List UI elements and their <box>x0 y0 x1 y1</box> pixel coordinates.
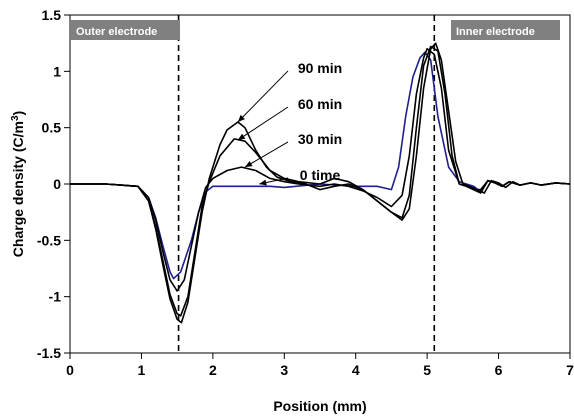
electrode-position-lines <box>177 15 436 353</box>
y-tick-label: 1 <box>53 63 61 79</box>
annotation-arrow-line <box>237 106 289 141</box>
x-tick-label: 2 <box>209 362 217 378</box>
y-tick-label: -1.5 <box>37 345 61 361</box>
y-axis-title-superscript: 3 <box>10 115 21 121</box>
x-tick-label: 7 <box>566 362 574 378</box>
y-tick-label: 0 <box>53 176 61 192</box>
y-axis-title-suffix: ) <box>10 111 26 116</box>
annotation-label: 30 min <box>298 131 342 147</box>
x-tick-label: 5 <box>423 362 431 378</box>
outer-electrode-box: Outer electrode <box>70 20 180 40</box>
annotation-label: 90 min <box>298 60 342 76</box>
annotation-arrowhead <box>259 179 267 186</box>
series-lines <box>70 42 571 324</box>
annotation-arrow-line <box>244 141 289 168</box>
x-tick-label: 3 <box>280 362 288 378</box>
inner-electrode-label: Inner electrode <box>456 26 535 38</box>
axis-tick-labels: 0 1 2 3 4 5 6 7 1.5 1 0.5 0 -0.5 -1 -1.5 <box>37 7 574 378</box>
annotation-arrowhead <box>245 160 253 168</box>
annotation-label: 60 min <box>298 96 342 112</box>
annotation-arrowhead <box>237 114 245 123</box>
y-tick-label: -0.5 <box>37 232 61 248</box>
annotations: 90 min 60 min 30 min 0 time <box>237 60 342 186</box>
y-tick-label: 1.5 <box>42 7 62 23</box>
y-tick-label: 0.5 <box>42 120 62 136</box>
y-tick-label: -1 <box>49 289 62 305</box>
annotation-arrow-line <box>237 70 289 123</box>
x-tick-label: 6 <box>495 362 503 378</box>
y-axis-title-main: Charge density (C/m <box>10 121 26 257</box>
x-tick-label: 0 <box>66 362 74 378</box>
outer-electrode-label: Outer electrode <box>76 26 157 38</box>
series-line-90-min <box>70 42 571 324</box>
inner-electrode-box: Inner electrode <box>451 20 560 40</box>
y-axis-title: Charge density (C/m3) <box>10 111 26 257</box>
annotation-arrowhead <box>237 133 246 141</box>
x-tick-label: 4 <box>352 362 360 378</box>
x-axis-title: Position (mm) <box>273 398 366 414</box>
x-tick-label: 1 <box>138 362 146 378</box>
axis-ticks <box>64 14 571 359</box>
annotation-label: 0 time <box>300 167 341 183</box>
